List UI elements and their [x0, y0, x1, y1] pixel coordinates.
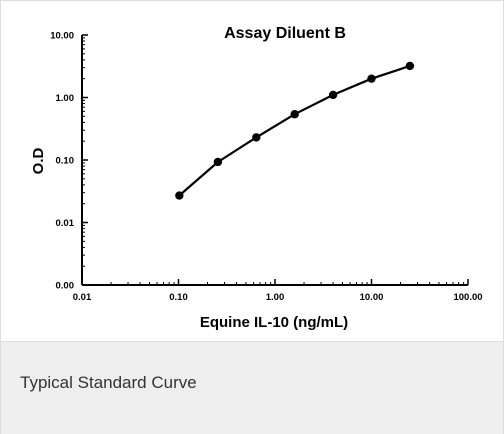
x-tick-label: 0.01 — [73, 292, 92, 303]
caption-bar: Typical Standard Curve — [1, 341, 503, 434]
data-point — [328, 90, 338, 100]
y-tick-label: 0.00 — [56, 281, 75, 292]
x-tick-label: 100.00 — [453, 292, 482, 303]
y-tick-label: 0.10 — [56, 156, 75, 167]
y-tick-label: 10.00 — [50, 31, 74, 42]
data-point — [290, 110, 299, 119]
data-point — [367, 74, 376, 83]
data-point — [213, 157, 223, 167]
y-tick-label: 1.00 — [56, 93, 75, 104]
x-tick-label: 0.10 — [169, 292, 188, 303]
chart-title: Assay Diluent B — [224, 25, 346, 42]
chart-figure: Assay Diluent B 0.01 0.10 1.00 10.00 100.00 0… — [1, 1, 503, 341]
x-tick-label: 10.00 — [360, 292, 384, 303]
caption-text: Typical Standard Curve — [20, 373, 197, 392]
y-axis-title: O.D — [30, 148, 47, 175]
x-tick-label: 1.00 — [266, 292, 285, 303]
series-line — [178, 64, 411, 197]
y-tick-label: 0.01 — [56, 218, 75, 229]
data-point — [175, 191, 184, 200]
x-axis-title: Equine IL-10 (ng/mL) — [200, 314, 348, 331]
standard-curve-chart: Assay Diluent B 0.01 0.10 1.00 10.00 100.00 0… — [30, 25, 483, 331]
data-point — [405, 61, 415, 71]
data-point — [252, 133, 261, 142]
